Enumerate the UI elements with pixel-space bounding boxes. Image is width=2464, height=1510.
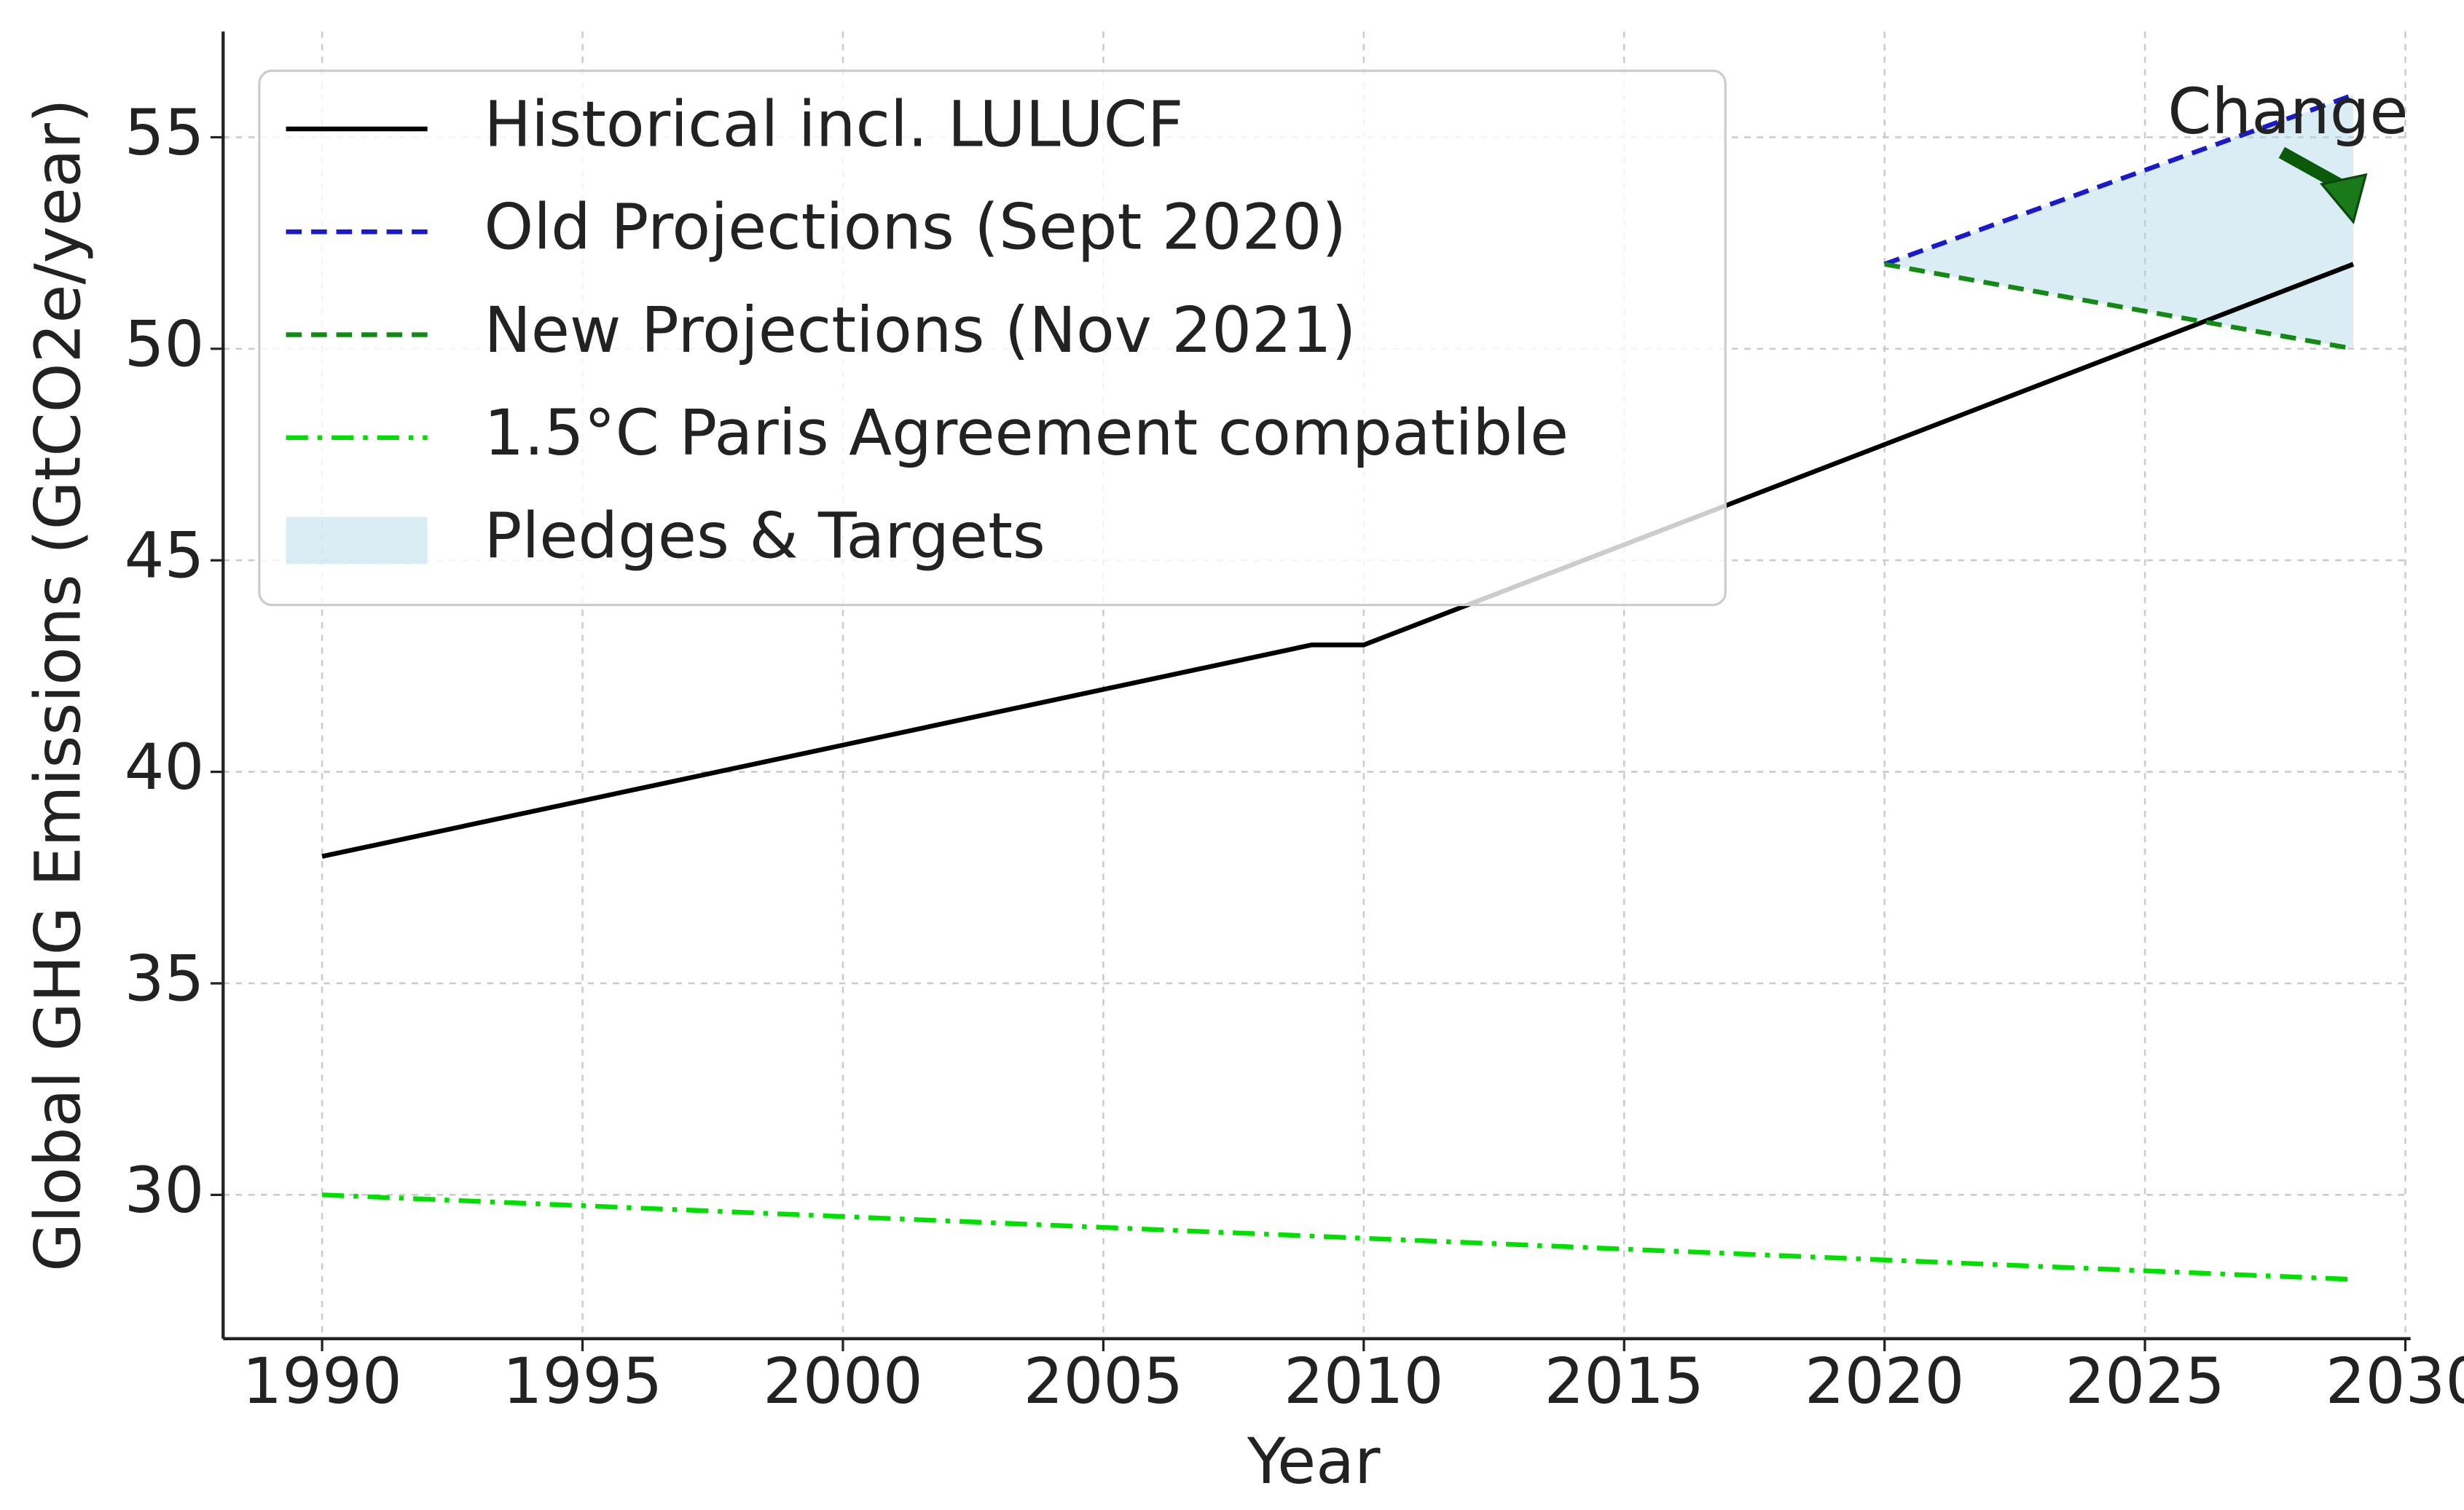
legend-label: New Projections (Nov 2021): [484, 294, 1356, 367]
annotation: Change: [2167, 76, 2408, 149]
x-tick-label: 2020: [1805, 1345, 1965, 1418]
x-tick-label: 2010: [1284, 1345, 1444, 1418]
legend-label: Old Projections (Sept 2020): [484, 192, 1346, 264]
line: [321, 1192, 2354, 1282]
x-tick-label: 2030: [2326, 1345, 2464, 1418]
y-tick-label: 50: [125, 308, 205, 381]
annotation-arrowhead: [2319, 173, 2368, 225]
y-tick-label: 40: [125, 731, 205, 804]
x-tick-label: 2015: [1544, 1345, 1704, 1418]
y-tick-label: 45: [125, 520, 205, 593]
x-axis-label: Year: [1247, 1426, 1381, 1498]
y-tick-label: 35: [125, 943, 205, 1015]
x-tick-label: 2025: [2065, 1345, 2225, 1418]
line: [1883, 93, 2355, 267]
x-tick-label: 1990: [242, 1345, 402, 1418]
y-tick-label: 30: [125, 1155, 205, 1227]
x-tick-label: 2005: [1024, 1345, 1184, 1418]
y-axis-label: Global GHG Emissions (GtCO2e/year): [23, 98, 95, 1271]
line: [1884, 262, 2354, 352]
x-tick-label: 2000: [763, 1345, 923, 1418]
legend-label: Pledges & Targets: [484, 500, 1045, 573]
legend-swatch: [286, 516, 428, 565]
legend-box: [258, 69, 1727, 607]
x-tick-label: 1995: [503, 1345, 663, 1418]
legend-label: 1.5°C Paris Agreement compatible: [484, 397, 1569, 470]
legend-label: Historical incl. LULUCF: [484, 88, 1183, 161]
band: [1884, 95, 2354, 349]
y-tick-label: 55: [125, 97, 205, 170]
line: [321, 262, 2355, 859]
